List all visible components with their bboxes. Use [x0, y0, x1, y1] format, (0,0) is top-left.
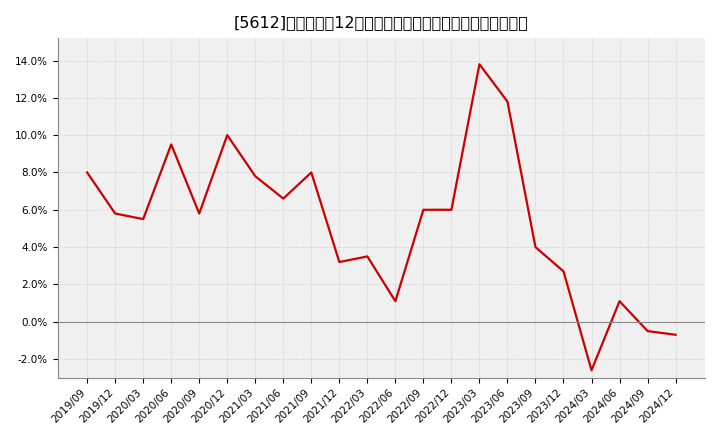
Title: [5612]　売上高の12か月移動合計の対前年同期増減率の推移: [5612] 売上高の12か月移動合計の対前年同期増減率の推移 [234, 15, 528, 30]
